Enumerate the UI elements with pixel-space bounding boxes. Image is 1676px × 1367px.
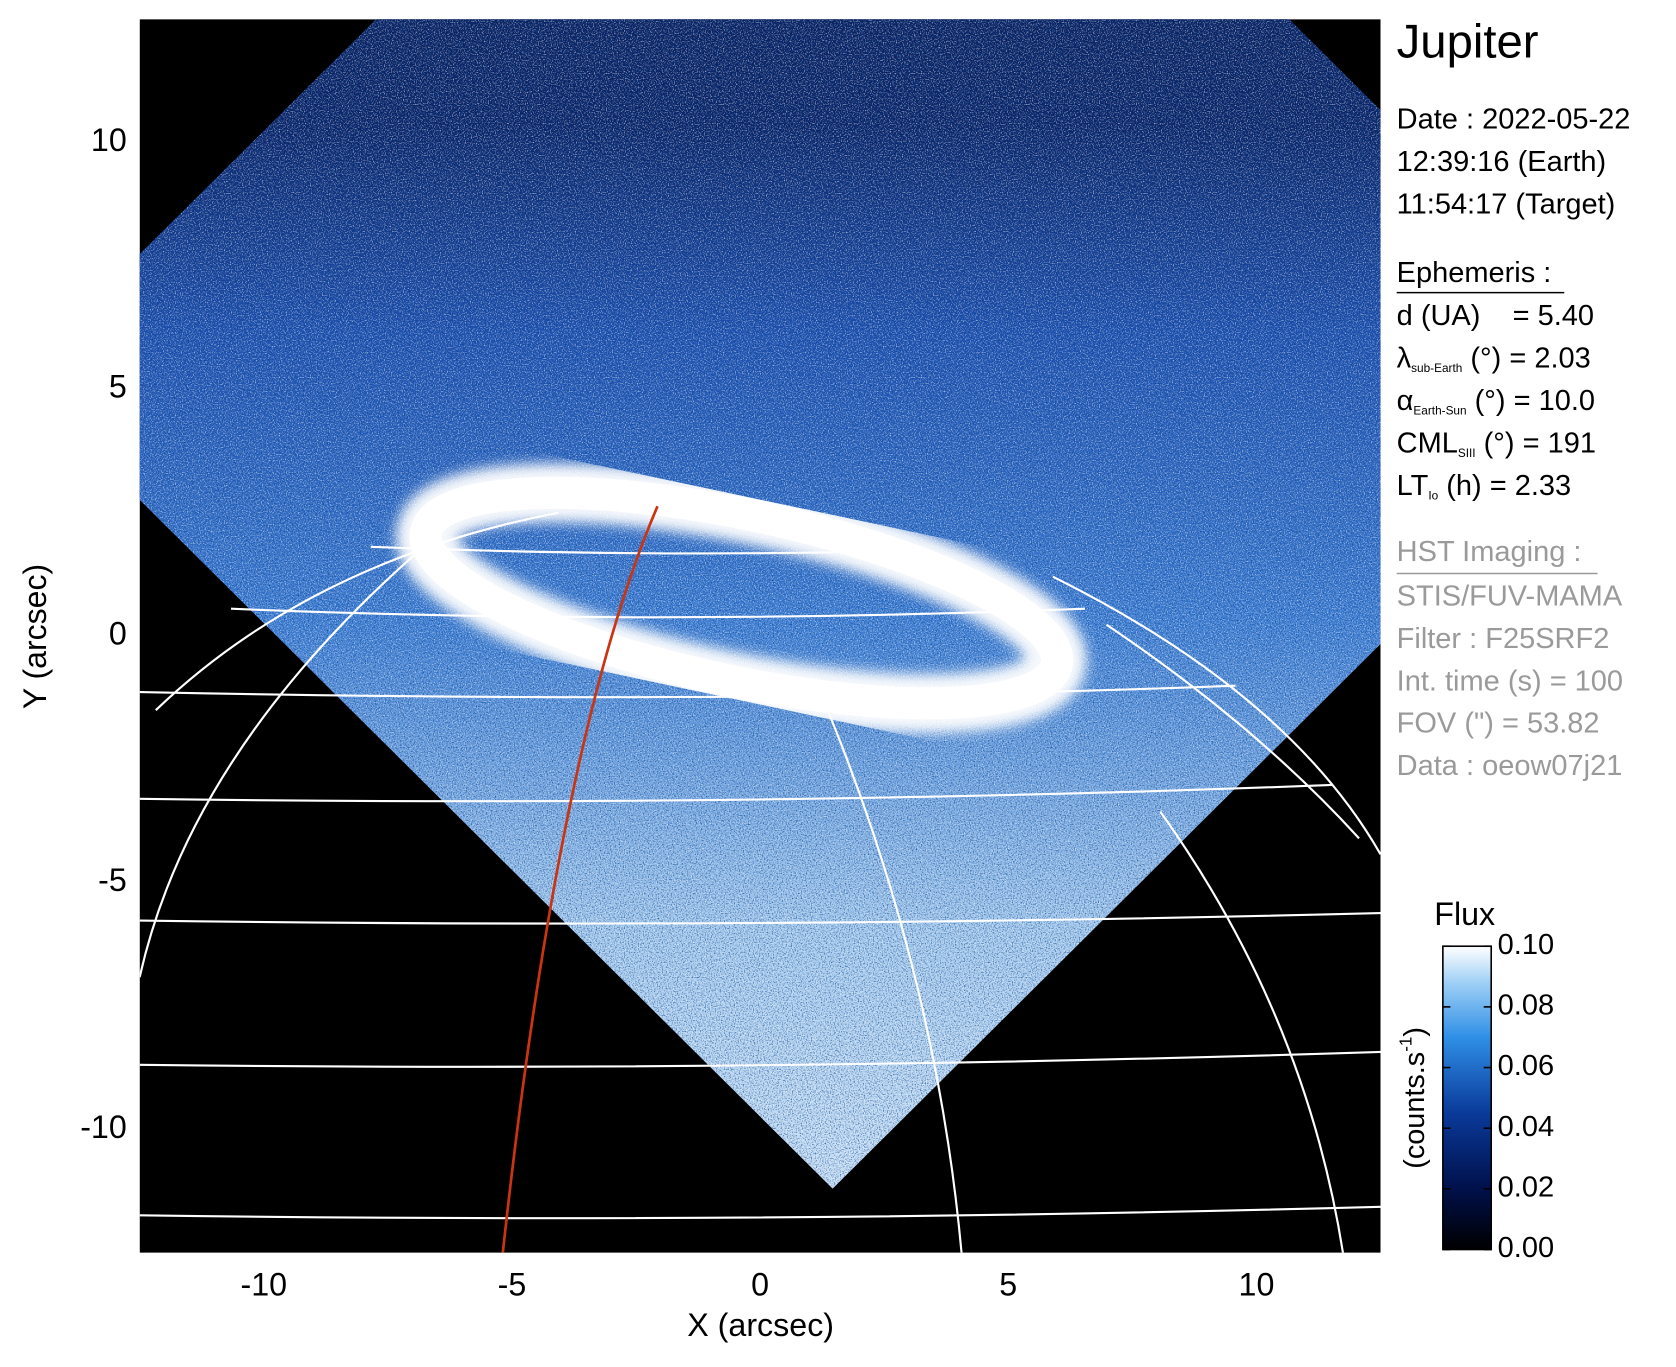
subscript: SIII xyxy=(1458,447,1476,460)
ephemeris-line: d (UA) = 5.40 xyxy=(1397,300,1594,332)
subscript: sub-Earth xyxy=(1411,362,1462,375)
ephemeris-text: (°) = 191 xyxy=(1476,427,1596,459)
colorbar-label-end: ) xyxy=(1399,1027,1431,1037)
colorbar-label-sup: -1 xyxy=(1395,1037,1415,1052)
io-footprint xyxy=(501,505,659,1253)
colorbar-label: (counts.s-1) xyxy=(1395,1027,1431,1169)
ephemeris-text: CML xyxy=(1397,427,1458,459)
ephemeris-text: λ xyxy=(1397,342,1412,374)
subscript: Io xyxy=(1428,490,1438,503)
ephemeris-text: d (UA) = 5.40 xyxy=(1397,300,1594,332)
ephemeris-text: α xyxy=(1397,385,1414,417)
x-tick-label: -5 xyxy=(498,1266,527,1302)
date-line: 11:54:17 (Target) xyxy=(1397,189,1616,221)
imaging-line: FOV (") = 53.82 xyxy=(1397,708,1600,740)
ephemeris-line: αEarth-Sun (°) = 10.0 xyxy=(1397,385,1595,418)
ephemeris-text: (°) = 10.0 xyxy=(1467,385,1595,417)
date-line: Date : 2022-05-22 xyxy=(1397,103,1631,135)
auroral-oval xyxy=(396,463,1087,733)
colorbar xyxy=(1442,945,1493,1251)
x-tick-label: 0 xyxy=(751,1266,769,1302)
date-line: 12:39:16 (Earth) xyxy=(1397,146,1607,178)
y-tick-label: -5 xyxy=(98,862,127,898)
y-tick-label: -10 xyxy=(80,1109,127,1145)
ephemeris-line: λsub-Earth (°) = 2.03 xyxy=(1397,342,1591,375)
colorbar-tick-label: 0.08 xyxy=(1498,990,1554,1022)
y-tick-label: 5 xyxy=(109,369,127,405)
y-tick-label: 10 xyxy=(91,122,127,158)
y-axis-label: Y (arcsec) xyxy=(17,564,53,709)
colorbar-tick-label: 0.00 xyxy=(1498,1232,1554,1264)
colorbar-tick-label: 0.10 xyxy=(1498,929,1554,961)
imaging-line: Filter : F25SRF2 xyxy=(1397,623,1610,655)
imaging-title: HST Imaging : xyxy=(1397,536,1582,568)
x-tick-label: 10 xyxy=(1239,1266,1275,1302)
grid xyxy=(139,511,1381,1253)
ephemeris-text: LT xyxy=(1397,469,1429,501)
colorbar-tick-label: 0.06 xyxy=(1498,1050,1554,1082)
x-axis-label: X (arcsec) xyxy=(687,1307,834,1343)
ephemeris-title: Ephemeris : xyxy=(1397,257,1552,289)
image-panel xyxy=(139,19,1381,1253)
imaging-line: Data : oeow07j21 xyxy=(1397,750,1623,782)
colorbar-label-text: (counts.s xyxy=(1399,1052,1431,1169)
imaging-line: Int. time (s) = 100 xyxy=(1397,665,1623,697)
y-tick-label: 0 xyxy=(109,616,127,652)
ephemeris-line: CMLSIII (°) = 191 xyxy=(1397,427,1596,460)
ephemeris-text: (°) = 2.03 xyxy=(1462,342,1590,374)
colorbar-tick-label: 0.04 xyxy=(1498,1111,1554,1143)
colorbar-tick-label: 0.02 xyxy=(1498,1172,1554,1204)
imaging-line: STIS/FUV-MAMA xyxy=(1397,581,1623,613)
subscript: Earth-Sun xyxy=(1413,405,1466,418)
x-tick-label: 5 xyxy=(999,1266,1017,1302)
title: Jupiter xyxy=(1397,14,1539,67)
x-tick-label: -10 xyxy=(240,1266,287,1302)
ephemeris-text: (h) = 2.33 xyxy=(1438,469,1571,501)
ephemeris-line: LTIo (h) = 2.33 xyxy=(1397,469,1571,502)
colorbar-title: Flux xyxy=(1434,896,1495,932)
